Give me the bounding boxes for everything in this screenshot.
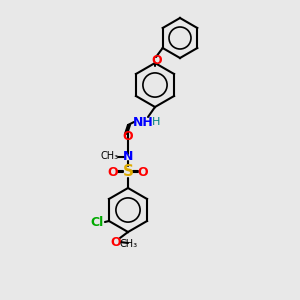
Text: Cl: Cl — [90, 217, 104, 230]
Text: O: O — [108, 166, 118, 178]
Text: O: O — [123, 130, 133, 143]
Text: N: N — [123, 151, 133, 164]
Text: CH₃: CH₃ — [101, 151, 119, 161]
Text: CH₃: CH₃ — [120, 239, 138, 249]
Text: S: S — [122, 164, 134, 179]
Text: O: O — [111, 236, 121, 248]
Text: O: O — [152, 55, 162, 68]
Text: H: H — [152, 117, 160, 127]
Text: NH: NH — [133, 116, 153, 128]
Text: O: O — [138, 166, 148, 178]
